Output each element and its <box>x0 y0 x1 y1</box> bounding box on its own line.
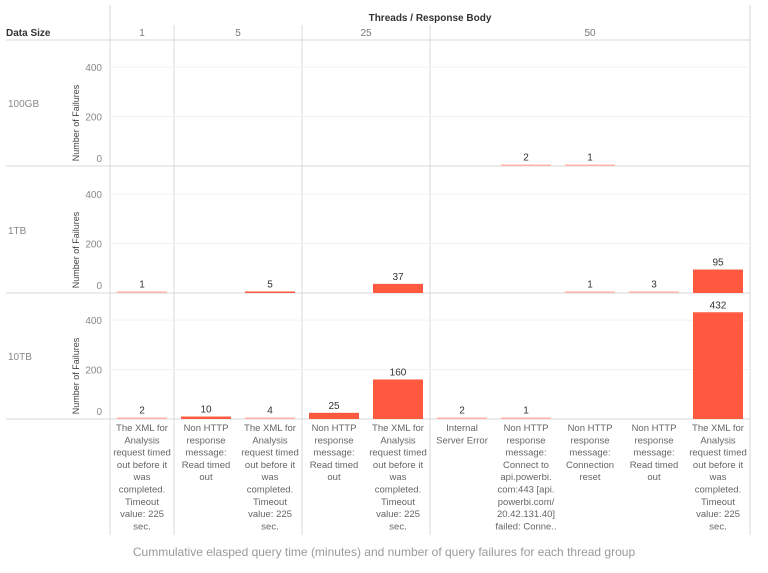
thread-group-label: 50 <box>584 28 596 39</box>
bar-value-label: 1 <box>587 153 593 164</box>
y-tick-label: 200 <box>85 113 102 124</box>
bar-value-label: 3 <box>651 280 657 291</box>
bar <box>501 417 551 419</box>
bar <box>693 312 743 419</box>
bar <box>245 417 295 419</box>
bar-value-label: 10 <box>200 405 212 416</box>
thread-group-label: 1 <box>139 28 145 39</box>
category-label: Non HTTP response message: Connection reset <box>566 423 614 483</box>
category-label: The XML for Analysis request timed out befo… <box>369 423 427 532</box>
bar <box>117 417 167 419</box>
y-tick-label: 400 <box>85 316 102 327</box>
bar-value-label: 5 <box>267 280 273 291</box>
bar <box>565 164 615 166</box>
column-header: Threads / Response Body <box>369 13 492 24</box>
bar <box>117 291 167 293</box>
bar-value-label: 1 <box>139 280 145 291</box>
bar <box>181 416 231 419</box>
y-tick-label: 200 <box>85 240 102 251</box>
bar-value-label: 1 <box>587 280 593 291</box>
bar <box>373 379 423 419</box>
bar <box>693 269 743 293</box>
y-tick-label: 0 <box>96 281 102 292</box>
category-label: Non HTTP response message: Read timed out <box>630 423 679 483</box>
bar <box>565 291 615 293</box>
bar-value-label: 25 <box>328 401 340 412</box>
bar <box>245 291 295 293</box>
category-label: Non HTTP response message: Read timed out <box>310 423 359 483</box>
bar-value-label: 37 <box>392 272 404 283</box>
row-header: Data Size <box>6 28 51 39</box>
bar-value-label: 2 <box>459 406 465 417</box>
bar-value-label: 1 <box>523 406 529 417</box>
category-label: Non HTTP response message: Read timed out <box>182 423 231 483</box>
row-label-100gb: 100GB <box>8 99 39 110</box>
category-label: The XML for Analysis request timed out befo… <box>241 423 299 532</box>
bar-value-label: 2 <box>139 406 145 417</box>
y-tick-label: 200 <box>85 366 102 377</box>
row-label-10tb: 10TB <box>8 352 32 363</box>
thread-group-label: 5 <box>235 28 241 39</box>
bar-value-label: 95 <box>712 258 724 269</box>
row-label-1tb: 1TB <box>8 226 27 237</box>
y-axis-label: Number of Failures <box>71 84 81 161</box>
y-axis-label: Number of Failures <box>71 211 81 288</box>
chart-caption: Cummulative elasped query time (minutes)… <box>132 545 636 559</box>
y-tick-label: 0 <box>96 154 102 165</box>
bar <box>373 283 423 293</box>
category-label: The XML for Analysis request timed out befo… <box>689 423 747 532</box>
bar-value-label: 160 <box>390 367 407 378</box>
bar <box>437 417 487 419</box>
bar <box>309 412 359 419</box>
category-label: The XML for Analysis request timed out befo… <box>113 423 171 532</box>
y-tick-label: 400 <box>85 190 102 201</box>
bar-value-label: 4 <box>267 406 273 417</box>
bar <box>501 164 551 166</box>
category-label: Non HTTP response message: Connect to api.po… <box>495 423 556 532</box>
bar <box>629 291 679 293</box>
thread-group-label: 25 <box>360 28 372 39</box>
category-label: Internal Server Error <box>436 423 488 446</box>
y-axis-label: Number of Failures <box>71 337 81 414</box>
y-tick-label: 400 <box>85 63 102 74</box>
bar-value-label: 2 <box>523 153 529 164</box>
bar-value-label: 432 <box>710 300 727 311</box>
y-tick-label: 0 <box>96 407 102 418</box>
